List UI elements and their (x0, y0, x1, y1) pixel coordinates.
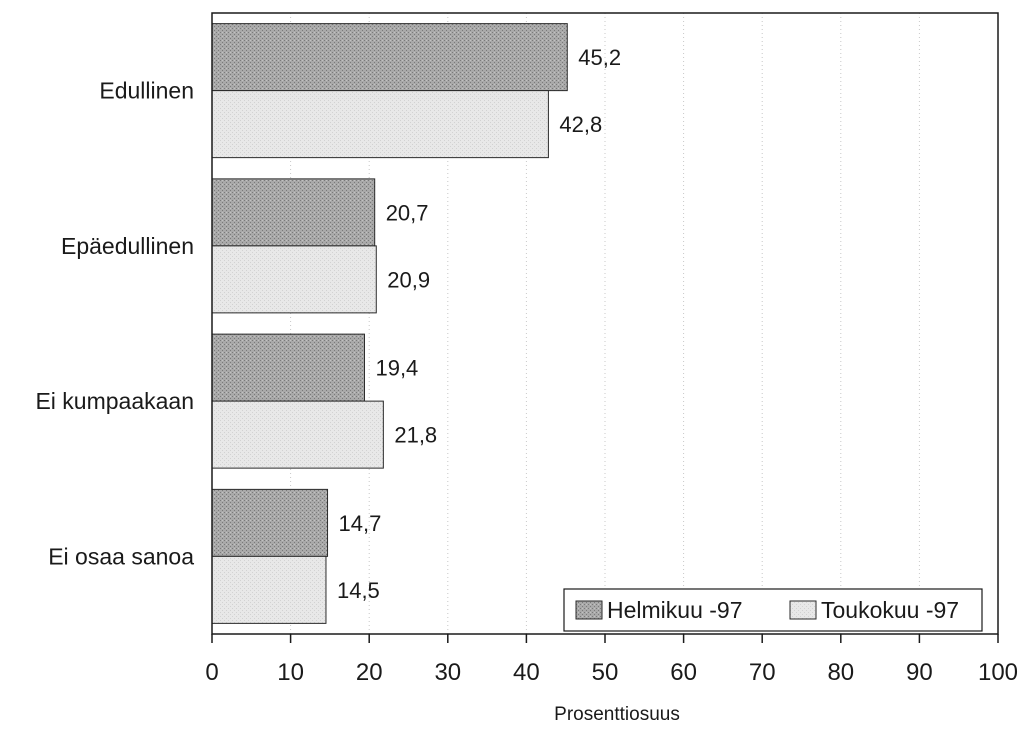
legend-swatch (789, 600, 817, 620)
category-label: Epäedullinen (61, 233, 194, 259)
bar (211, 488, 329, 557)
x-tick-label: 20 (356, 659, 383, 686)
legend-label: Helmikuu -97 (607, 597, 743, 623)
bar (211, 333, 365, 402)
bar (211, 23, 568, 92)
category-label: Edullinen (99, 78, 194, 104)
x-tick-label: 30 (434, 659, 461, 686)
x-tick-label: 0 (205, 659, 218, 686)
x-tick-label: 10 (277, 659, 304, 686)
legend: Helmikuu -97 Toukokuu -97 (563, 588, 983, 632)
data-label: 20,9 (387, 267, 430, 292)
category-label: Ei kumpaakaan (35, 388, 194, 414)
data-label: 14,7 (339, 511, 382, 536)
data-labels: 45,2 42,8 20,7 20,9 19,4 21,8 14,7 14,5 (337, 45, 621, 603)
legend-swatch (575, 600, 603, 620)
data-label: 21,8 (394, 423, 437, 448)
x-axis-ticks: 0 10 20 30 40 50 60 70 80 90 100 (205, 634, 1018, 686)
x-tick-label: 60 (670, 659, 697, 686)
bar (211, 555, 327, 624)
plot-frame (211, 12, 999, 635)
legend-label: Toukokuu -97 (821, 597, 959, 623)
data-label: 19,4 (375, 356, 418, 381)
bars (211, 23, 568, 624)
x-tick-label: 70 (749, 659, 776, 686)
data-label: 20,7 (386, 200, 429, 225)
x-tick-label: 90 (906, 659, 933, 686)
data-label: 14,5 (337, 578, 380, 603)
x-tick-label: 100 (978, 659, 1018, 686)
data-label: 45,2 (578, 45, 621, 70)
bar (211, 178, 376, 247)
x-tick-label: 40 (513, 659, 540, 686)
legend-box (563, 588, 983, 632)
bar (211, 400, 384, 469)
bar (211, 90, 549, 159)
x-tick-label: 50 (592, 659, 619, 686)
category-labels: Edullinen Epäedullinen Ei kumpaakaan Ei osa… (35, 78, 194, 570)
data-label: 42,8 (559, 112, 602, 137)
x-axis-title: Prosenttiosuus (554, 704, 680, 725)
category-label: Ei osaa sanoa (48, 543, 194, 569)
x-tick-label: 80 (827, 659, 854, 686)
bar (211, 245, 377, 314)
